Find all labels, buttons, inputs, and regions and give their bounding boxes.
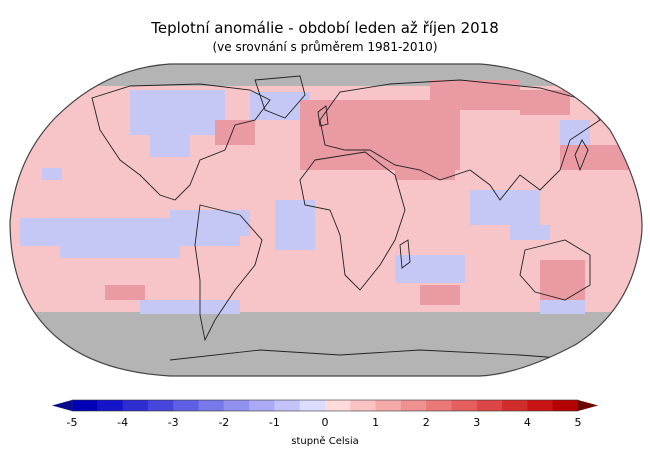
chart-subtitle: (ve srovnání s průměrem 1981-2010) [212, 40, 438, 54]
japan-outline [574, 139, 589, 172]
legend-tick-label: 0 [322, 416, 329, 429]
legend-tick-label: -2 [218, 416, 229, 429]
legend-color-bin [122, 400, 149, 411]
continent-outlines [91, 75, 601, 361]
legend-color-bin [426, 400, 452, 411]
legend-tick-label: 5 [575, 416, 582, 429]
chart-title: Teplotní anomálie - období leden až říje… [151, 19, 499, 37]
legend-frame [71, 399, 579, 412]
eurasia-outline [319, 79, 601, 201]
legend-color-bin [198, 400, 225, 411]
north-america-outline [91, 83, 271, 201]
legend-color-bin [147, 400, 174, 411]
legend-tick-label: 1 [372, 416, 379, 429]
legend-color-bin [451, 400, 478, 411]
legend-color-bin [223, 400, 250, 411]
legend-unit-label: stupně Celsia [291, 436, 359, 447]
south-america-outline [194, 204, 263, 342]
legend-tick-label: 2 [423, 416, 430, 429]
antarctica-outline [169, 349, 561, 361]
legend-color-bin [299, 400, 326, 411]
legend-color-bin [400, 400, 427, 411]
legend-colorbar: -5 -4 -3 -2 -1 0 1 2 3 4 5 [52, 399, 598, 429]
legend-tick-label: -5 [67, 416, 78, 429]
legend-tick-label: -4 [117, 416, 128, 429]
legend-color-bin [552, 400, 579, 411]
legend-color-bin [375, 400, 402, 411]
legend-color-bin [325, 400, 351, 411]
antarctic-no-data [10, 312, 642, 376]
africa-outline [299, 151, 406, 291]
legend-color-bin [249, 400, 275, 411]
australia-outline [519, 239, 591, 301]
legend-color-bin [350, 400, 377, 411]
legend-color-bin [97, 400, 124, 411]
legend-under-arrow [52, 400, 72, 411]
legend-color-bin [173, 400, 199, 411]
greenland-outline [254, 75, 306, 119]
madagascar-outline [399, 239, 411, 269]
legend-tick-label: 3 [473, 416, 480, 429]
legend-tick-label: -3 [168, 416, 179, 429]
legend-tick-label: 4 [524, 416, 531, 429]
legend-color-bin [502, 400, 528, 411]
legend-color-bin [527, 400, 554, 411]
legend-tick-label: -1 [269, 416, 280, 429]
cold-anomaly-patches [20, 90, 590, 314]
legend-color-bin [476, 400, 503, 411]
legend-over-arrow [578, 400, 598, 411]
legend-color-bin [72, 400, 98, 411]
legend-color-bin [274, 400, 301, 411]
uk-outline [317, 105, 329, 127]
